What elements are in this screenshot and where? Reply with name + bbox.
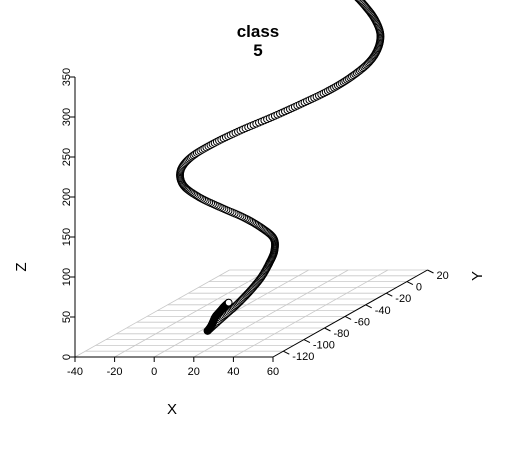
z-tick-label: 50	[61, 311, 73, 323]
y-tick-label: -80	[334, 328, 350, 340]
y-tick-label: -20	[395, 293, 411, 305]
y-tick-mark	[303, 339, 311, 344]
z-tick-label: 150	[61, 228, 73, 246]
y-tick-mark	[344, 315, 352, 320]
y-tick-label: 20	[437, 270, 449, 282]
z-tick-label: 200	[61, 188, 73, 206]
x-tick-label: -40	[67, 366, 83, 378]
data-point	[224, 298, 233, 307]
z-tick-label: 350	[61, 68, 73, 86]
x-tick-label: 0	[151, 366, 157, 378]
data-points	[176, 0, 385, 335]
chart-title-line-1: class	[237, 22, 280, 41]
y-tick-mark	[324, 327, 331, 332]
x-tick-label: -20	[107, 366, 123, 378]
y-axis-label: Y	[469, 271, 486, 281]
x-tick-label: 40	[227, 366, 239, 378]
grid-line-x	[233, 269, 389, 358]
y-tick-mark	[386, 292, 393, 297]
y-tick-label: -120	[292, 351, 314, 363]
y-tick-mark	[365, 304, 372, 309]
y-tick-label: -60	[354, 316, 370, 328]
y-axis-line	[272, 269, 428, 358]
y-tick-label: 0	[416, 282, 422, 294]
grid-line-x	[114, 269, 270, 358]
x-tick-label: 20	[188, 366, 200, 378]
grid-line-x	[74, 269, 230, 358]
z-axis-label: Z	[13, 262, 30, 271]
z-tick-label: 300	[61, 108, 73, 126]
y-tick-mark	[406, 281, 414, 286]
y-tick-label: -100	[313, 340, 335, 352]
y-tick-mark	[283, 350, 290, 355]
grid-line-x	[193, 269, 349, 358]
chart-title-line-2: 5	[253, 41, 262, 60]
y-tick-label: -40	[375, 305, 391, 317]
z-tick-label: 100	[61, 268, 73, 286]
x-tick-label: 60	[267, 366, 279, 378]
axes: -40 -20 0 20 40 60-120-100-80-60-40-200200501…	[61, 68, 449, 378]
x-axis-label: X	[167, 401, 177, 418]
y-tick-mark	[427, 269, 434, 274]
z-tick-label: 0	[61, 354, 73, 360]
z-tick-label: 250	[61, 148, 73, 166]
